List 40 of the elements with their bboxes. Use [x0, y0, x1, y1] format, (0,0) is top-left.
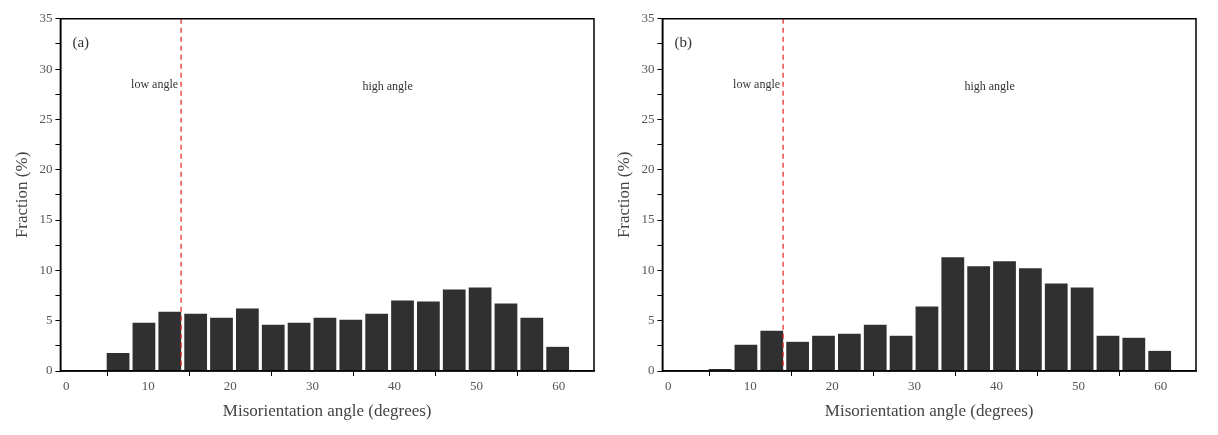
x-tick-label: 40 [990, 378, 1004, 394]
x-tick-label: 0 [664, 378, 672, 394]
y-tick-label: 5 [45, 312, 53, 328]
x-tick-label: 20 [825, 378, 839, 394]
y-tick-label: 25 [641, 110, 655, 126]
x-tick-label: 20 [223, 378, 237, 394]
y-tick-label: 35 [39, 10, 53, 26]
y-tick-label: 35 [641, 10, 655, 26]
annotation: high angle [964, 78, 1015, 93]
y-tick-label: 20 [39, 161, 53, 177]
annotation: (a) [72, 33, 90, 51]
x-tick-label: 10 [141, 378, 155, 394]
annotation: low angle [131, 76, 179, 91]
x-tick-label: 0 [62, 378, 70, 394]
y-axis-title: Fraction (%) [613, 151, 633, 239]
annotation: low angle [733, 76, 781, 91]
y-tick-label: 0 [647, 362, 655, 378]
x-axis-title: Misorientation angle (degrees) [222, 401, 432, 421]
y-tick-label: 15 [39, 211, 53, 227]
x-tick-label: 50 [470, 378, 484, 394]
y-tick-label: 10 [641, 261, 655, 277]
y-tick-label: 10 [39, 261, 53, 277]
annotation: high angle [362, 78, 413, 93]
y-tick-label: 5 [647, 312, 655, 328]
x-tick-label: 40 [388, 378, 402, 394]
x-tick-label: 30 [907, 378, 921, 394]
y-tick-label: 30 [641, 60, 655, 76]
x-tick-label: 10 [743, 378, 757, 394]
x-axis-title: Misorientation angle (degrees) [824, 401, 1034, 421]
y-axis-title: Fraction (%) [11, 151, 31, 239]
y-tick-label: 0 [45, 362, 53, 378]
y-tick-label: 20 [641, 161, 655, 177]
y-tick-label: 15 [641, 211, 655, 227]
y-tick-label: 30 [39, 60, 53, 76]
x-tick-label: 30 [305, 378, 319, 394]
x-tick-label: 60 [552, 378, 566, 394]
x-tick-label: 50 [1072, 378, 1086, 394]
annotation: (b) [674, 33, 692, 51]
y-tick-label: 25 [39, 110, 53, 126]
x-tick-label: 60 [1154, 378, 1168, 394]
